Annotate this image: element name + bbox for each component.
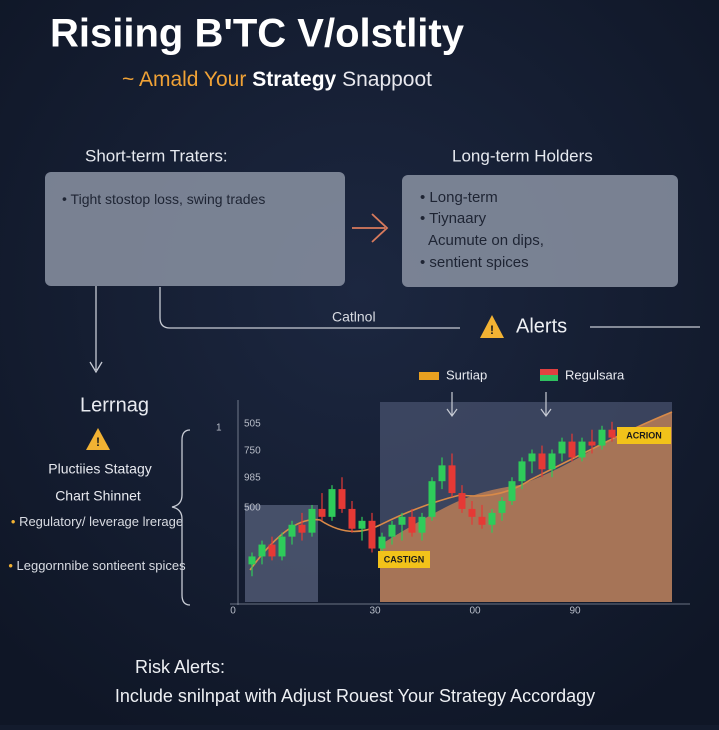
candle-body: [518, 461, 526, 482]
candle-body: [288, 524, 296, 537]
legend-swatch: [540, 369, 558, 375]
short-heading: Short-term Traters:: [85, 146, 228, 165]
candle-body: [478, 516, 486, 525]
candle-body: [418, 516, 426, 533]
candle-body: [468, 508, 476, 517]
candle-body: [298, 524, 306, 533]
candle-body: [528, 453, 536, 462]
candle-body: [548, 453, 556, 470]
brace: [171, 429, 191, 606]
candle-body: [308, 508, 316, 533]
y-tick-label: 750: [244, 446, 261, 457]
side-line: Chart Shinnet: [55, 488, 141, 504]
x-tick-label: 00: [469, 606, 481, 617]
connector-line: [159, 287, 460, 329]
warning-mark: !: [490, 323, 494, 337]
long-item: • Long-term: [420, 189, 498, 206]
alerts-label: Alerts: [516, 315, 567, 337]
trend-area: [380, 412, 672, 602]
connector-label: Catlnol: [332, 309, 376, 325]
candle-body: [448, 465, 456, 494]
subtitle: ~ Amald Your Strategy Snappoot: [122, 68, 432, 91]
legend-label: Regulsara: [565, 367, 625, 382]
candle-body: [488, 512, 496, 525]
footer-text: Include snilnpat with Adjust Rouest Your…: [115, 686, 595, 706]
short-item: • Tight stostop loss, swing trades: [62, 191, 265, 207]
pointer-arrow: [446, 392, 458, 418]
candle-body: [358, 520, 366, 529]
callout: CASTIGN: [384, 554, 425, 564]
long-item: • sentient spices: [420, 254, 529, 271]
candle-body: [328, 489, 336, 517]
callout-box: [378, 551, 430, 568]
candle-body: [268, 544, 276, 557]
callout-box: [617, 427, 671, 444]
legend-swatch: [540, 375, 558, 381]
candle-body: [348, 508, 356, 529]
x-tick-label: 0: [230, 606, 236, 617]
candle-body: [608, 429, 616, 438]
x-tick-label: 90: [569, 606, 581, 617]
side-bullet: • Leggornnibe sontieent spices: [8, 558, 186, 573]
candle-body: [378, 536, 386, 549]
candle-body: [428, 481, 436, 517]
warning-icon: [480, 315, 504, 338]
side-bullet: • Regulatory/ leverage lrerage: [11, 514, 183, 529]
candle-body: [538, 453, 546, 470]
candle-body: [498, 501, 506, 513]
candle-body: [578, 441, 586, 458]
candle-body: [408, 516, 416, 533]
y-tick-label: 500: [244, 503, 261, 514]
arrow-down: [89, 286, 103, 374]
candle-body: [598, 429, 606, 446]
candle-body: [368, 520, 376, 549]
candle-body: [278, 536, 286, 557]
x-tick-label: 30: [369, 606, 381, 617]
candle-body: [398, 516, 406, 525]
candle-body: [508, 481, 516, 501]
candle-body: [318, 508, 326, 517]
candle-body: [458, 493, 466, 509]
candle-body: [558, 441, 566, 454]
candle-body: [438, 465, 446, 482]
arrow: [352, 213, 389, 243]
y-tick-label: 1: [216, 423, 222, 434]
footer-heading: Risk Alerts:: [135, 657, 225, 677]
title: Risiing B'TC V/olstlity: [50, 12, 465, 56]
y-tick-label: 985: [244, 473, 261, 484]
warning-mark: !: [96, 435, 100, 449]
pointer-arrow: [540, 392, 552, 418]
callout: ACRION: [626, 430, 662, 440]
warning-icon: [86, 428, 110, 450]
side-line: Pluctiies Statagy: [48, 461, 152, 477]
candle-body: [248, 556, 256, 565]
candle-body: [388, 524, 396, 537]
candle-body: [568, 441, 576, 458]
side-heading: Lerrnag: [80, 394, 149, 416]
long-heading: Long-term Holders: [452, 146, 593, 165]
candle-body: [258, 544, 266, 557]
candle-body: [338, 489, 346, 509]
y-tick-label: 505: [244, 419, 261, 430]
long-item: Acumute on dips,: [428, 232, 544, 249]
short-box: [45, 172, 345, 286]
legend-swatch: [419, 372, 439, 380]
legend-label: Surtiap: [446, 367, 487, 382]
long-item: • Tiynaary: [420, 210, 487, 227]
long-box: [402, 175, 678, 287]
candle-body: [588, 441, 596, 446]
